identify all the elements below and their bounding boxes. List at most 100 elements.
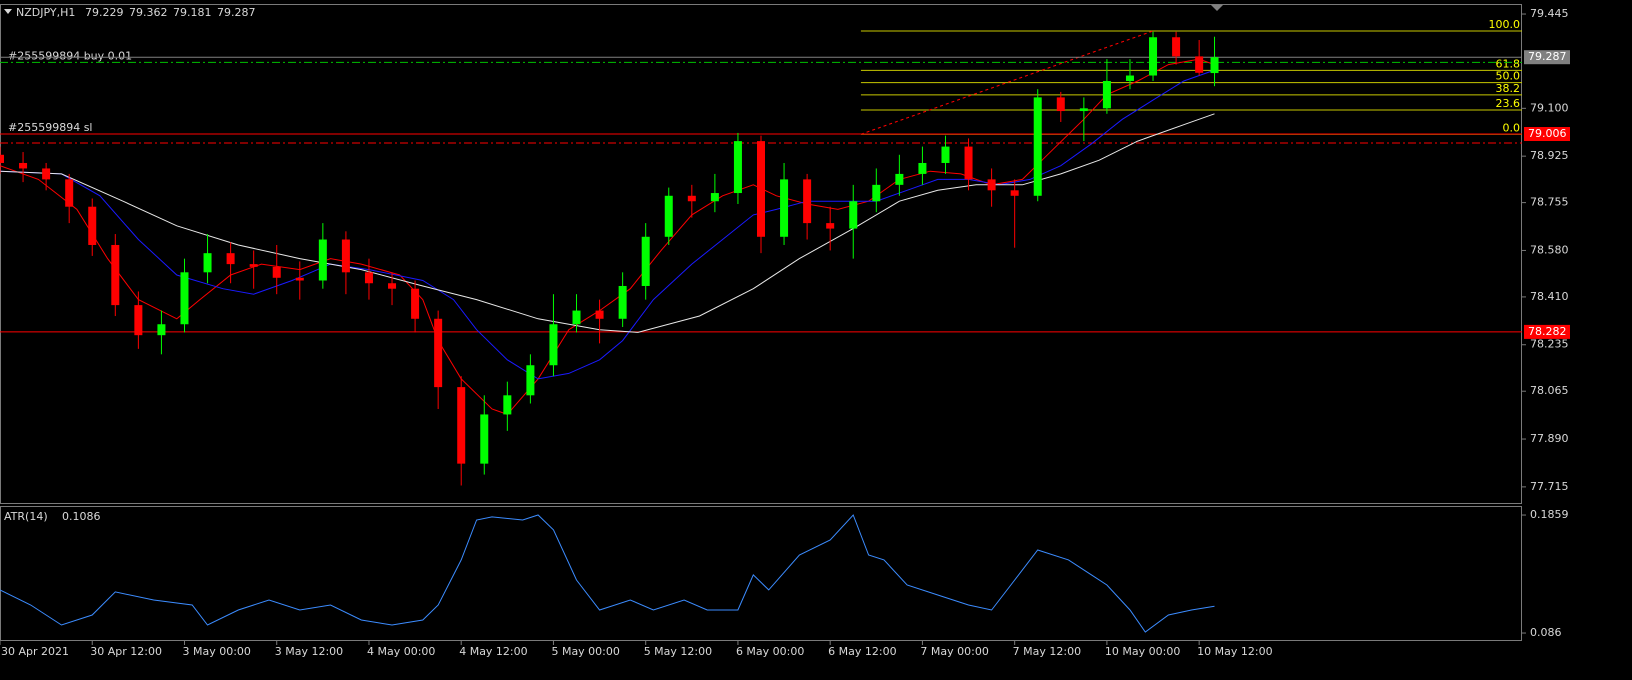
candle-body xyxy=(1056,97,1065,112)
header-open: 79.229 xyxy=(85,6,124,19)
atr-line xyxy=(0,514,1215,633)
y-tick-label: 79.100 xyxy=(1530,101,1569,114)
candle-body xyxy=(0,154,4,163)
y-tick-label: 78.755 xyxy=(1530,196,1569,209)
candle-body xyxy=(503,395,512,415)
main-frame xyxy=(0,4,1522,504)
y-tick-label: 78.235 xyxy=(1530,338,1569,351)
candle-body xyxy=(111,244,120,306)
symbol-title: NZDJPY,H1 xyxy=(16,6,75,19)
candle-body xyxy=(849,201,858,229)
fib-label: 38.2 xyxy=(1496,82,1521,95)
candle-body xyxy=(1079,108,1088,112)
candle-body xyxy=(226,253,235,265)
header-close: 79.287 xyxy=(217,6,256,19)
menu-arrow xyxy=(4,9,12,14)
candle-body xyxy=(1149,37,1158,76)
candle-body xyxy=(388,283,397,289)
candle-body xyxy=(364,272,373,284)
candle-body xyxy=(872,184,881,202)
candle-body xyxy=(1010,190,1019,196)
candle-body xyxy=(710,193,719,202)
y-tick-label: 78.065 xyxy=(1530,384,1569,397)
atr-frame xyxy=(0,506,1522,641)
candle-body xyxy=(134,305,143,336)
x-tick-label: 7 May 12:00 xyxy=(1013,645,1081,658)
candle-body xyxy=(272,266,281,278)
candle-body xyxy=(249,264,258,267)
y-tick-label: 78.580 xyxy=(1530,243,1569,256)
x-tick-label: 4 May 00:00 xyxy=(367,645,435,658)
candle-body xyxy=(341,239,350,273)
candle-body xyxy=(664,195,673,237)
shift-marker xyxy=(1211,5,1223,11)
candle-body xyxy=(964,146,973,180)
candle-body xyxy=(411,288,420,319)
candle-body xyxy=(1125,75,1134,81)
candle-body xyxy=(941,146,950,163)
x-tick-label: 3 May 12:00 xyxy=(275,645,343,658)
y-tick-label: 78.410 xyxy=(1530,290,1569,303)
candle-body xyxy=(180,272,189,325)
x-tick-label: 10 May 00:00 xyxy=(1105,645,1180,658)
fib-label: 100.0 xyxy=(1489,18,1521,31)
candle-body xyxy=(1195,56,1204,73)
moving-average xyxy=(0,69,1215,380)
price-box xyxy=(1524,50,1570,65)
y-tick-label: 0.1859 xyxy=(1530,508,1569,521)
price-box-label: 79.006 xyxy=(1528,127,1567,140)
y-tick-label: 79.445 xyxy=(1530,7,1569,20)
candle-body xyxy=(434,318,443,388)
candle-body xyxy=(157,324,166,336)
x-tick-label: 30 Apr 2021 xyxy=(1,645,69,658)
price-box xyxy=(1524,324,1570,339)
candle-body xyxy=(918,162,927,174)
candle-body xyxy=(987,179,996,191)
candle-body xyxy=(526,365,535,396)
x-tick-label: 3 May 00:00 xyxy=(182,645,250,658)
candle-body xyxy=(595,310,604,319)
candle-body xyxy=(295,277,304,281)
y-tick-label: 77.890 xyxy=(1530,432,1569,445)
fib-label: 0.0 xyxy=(1503,121,1521,134)
price-box xyxy=(1524,127,1570,142)
fib-label: 50.0 xyxy=(1496,70,1521,83)
candle-body xyxy=(1172,37,1181,57)
candle-body xyxy=(318,239,327,281)
atr-value: 0.1086 xyxy=(62,510,101,523)
header-high: 79.362 xyxy=(129,6,168,19)
candle-body xyxy=(480,414,489,464)
order-label: #255599894 sl xyxy=(8,121,93,134)
x-tick-label: 30 Apr 12:00 xyxy=(90,645,162,658)
candle-body xyxy=(641,236,650,286)
candle-body xyxy=(895,173,904,185)
price-box-label: 79.287 xyxy=(1528,50,1567,63)
atr-title: ATR(14) xyxy=(4,510,48,523)
x-tick-label: 5 May 12:00 xyxy=(644,645,712,658)
y-tick-label: 77.715 xyxy=(1530,480,1569,493)
candle-body xyxy=(733,141,742,194)
y-tick-label: 0.086 xyxy=(1530,626,1562,639)
x-tick-label: 6 May 12:00 xyxy=(828,645,896,658)
x-tick-label: 10 May 12:00 xyxy=(1197,645,1272,658)
fib-label: 61.8 xyxy=(1496,57,1521,70)
moving-average xyxy=(0,58,1215,415)
candle-body xyxy=(88,206,97,245)
candle-body xyxy=(203,253,212,273)
price-box-label: 78.282 xyxy=(1528,325,1567,338)
fib-trendline xyxy=(860,30,1154,135)
candle-body xyxy=(757,141,765,237)
candle-body xyxy=(549,324,558,366)
candle-body xyxy=(1033,97,1042,196)
fib-label: 23.6 xyxy=(1496,97,1521,110)
x-tick-label: 5 May 00:00 xyxy=(551,645,619,658)
moving-average xyxy=(0,113,1215,333)
y-tick-label: 78.925 xyxy=(1530,149,1569,162)
x-tick-label: 7 May 00:00 xyxy=(920,645,988,658)
candle-body xyxy=(1102,80,1111,109)
candle-body xyxy=(65,179,74,207)
candle-body xyxy=(572,310,581,325)
x-tick-label: 6 May 00:00 xyxy=(736,645,804,658)
